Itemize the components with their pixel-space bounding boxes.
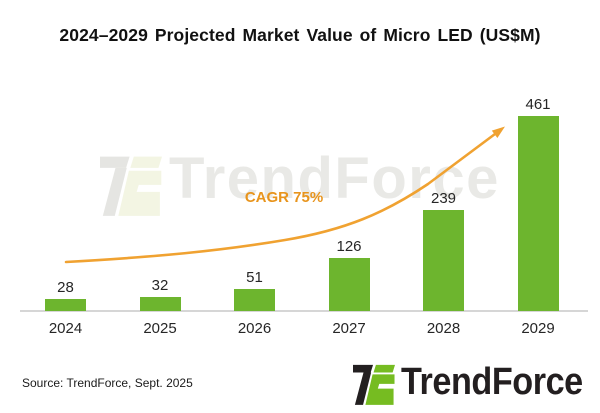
x-axis-tick-label: 2027 bbox=[332, 320, 366, 337]
x-axis-tick-label: 2028 bbox=[426, 320, 461, 337]
x-axis-tick-label: 2024 bbox=[48, 320, 83, 337]
x-axis-tick-label: 2025 bbox=[143, 320, 177, 337]
trendforce-logo: TrendForce bbox=[352, 358, 588, 408]
bar-2024 bbox=[45, 299, 86, 311]
x-axis-tick-label: 2029 bbox=[521, 320, 555, 337]
page-title: 2024–2029 Projected Market Value of Micr… bbox=[59, 25, 541, 45]
bar-value-label: 126 bbox=[336, 238, 362, 255]
trendforce-logo-text: TrendForce bbox=[401, 361, 583, 403]
bar-2026 bbox=[234, 289, 275, 311]
bar-2027 bbox=[328, 258, 370, 311]
bar-2029 bbox=[517, 116, 559, 311]
bar-2028 bbox=[423, 210, 464, 311]
bar-value-label: 461 bbox=[525, 96, 551, 113]
bar-value-label: 28 bbox=[57, 279, 74, 296]
bar-2025 bbox=[139, 297, 181, 311]
trendforce-logo-icon bbox=[353, 364, 395, 405]
source-text: Source: TrendForce, Sept. 2025 bbox=[22, 376, 193, 390]
cagr-curve-path bbox=[64, 129, 501, 264]
bar-value-label: 239 bbox=[430, 190, 457, 207]
cagr-label: CAGR 75% bbox=[244, 189, 324, 206]
x-axis-tick-label: 2026 bbox=[237, 320, 272, 337]
arrowhead bbox=[491, 126, 505, 138]
x-axis-line bbox=[20, 310, 588, 312]
bar-value-label: 32 bbox=[151, 277, 169, 294]
bar-value-label: 51 bbox=[246, 269, 263, 286]
